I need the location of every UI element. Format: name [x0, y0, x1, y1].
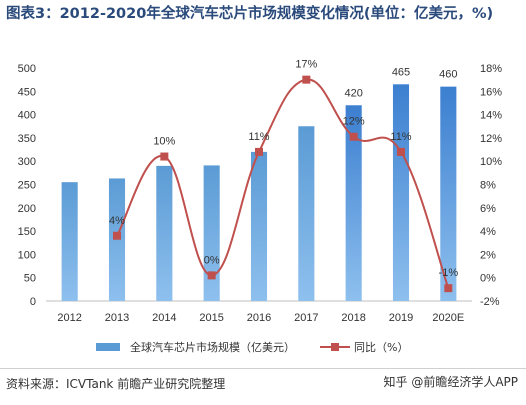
bar — [156, 165, 173, 301]
bar — [203, 165, 220, 301]
watermark: 知乎 @前瞻经济学人APP — [383, 375, 519, 389]
y-left-tick-label: 100 — [18, 249, 36, 261]
legend-label: 全球汽车芯片市场规模（亿美元） — [130, 340, 295, 354]
bar-line-chart: 0 50 100 150 200 250 300 350 400 450 500 -2% 0% 2% 4% 6… — [18, 59, 503, 354]
y-right-tick-label: 4% — [480, 226, 496, 238]
y-right-tick-label: 14% — [480, 110, 502, 122]
divider — [0, 368, 526, 369]
y-left-tick-label: 150 — [18, 226, 36, 238]
x-tick-label: 2013 — [105, 312, 129, 324]
x-tick-label: 2017 — [294, 312, 318, 324]
y-left-tick-label: 250 — [18, 180, 36, 192]
x-tick-label: 2019 — [389, 312, 413, 324]
growth-value-label: 4% — [109, 215, 125, 227]
growth-marker — [255, 147, 263, 156]
growth-value-label: 17% — [295, 59, 317, 71]
x-tick-label: 2020E — [432, 312, 464, 324]
y-left-tick-label: 450 — [18, 86, 36, 98]
y-right-tick-label: 10% — [480, 156, 502, 168]
legend-swatch-bar — [96, 343, 120, 351]
y-right-tick-label: 6% — [480, 203, 496, 215]
bar — [250, 151, 268, 301]
y-right-tick-label: 16% — [480, 86, 502, 98]
growth-marker — [444, 284, 453, 293]
y-left-tick-label: 200 — [18, 203, 36, 215]
y-right-tick-label: -2% — [480, 296, 500, 308]
y-right-tick-label: 0% — [480, 273, 496, 285]
bar — [345, 105, 362, 301]
bar — [440, 86, 457, 301]
y-right-tick-label: 2% — [480, 249, 496, 261]
growth-marker — [397, 147, 405, 156]
y-right-tick-label: 8% — [480, 180, 496, 192]
chart-title: 图表3：2012-2020年全球汽车芯片市场规模变化情况(单位：亿美元，%) — [6, 6, 494, 22]
source-note: 资料来源：ICVTank 前瞻产业研究院整理 — [6, 377, 226, 391]
growth-marker — [113, 231, 121, 240]
x-tick-label: 2014 — [152, 312, 176, 324]
y-left-tick-label: 50 — [24, 273, 36, 285]
x-tick-label: 2015 — [199, 312, 223, 324]
y-left-tick-label: 0 — [30, 296, 36, 308]
bar — [298, 126, 315, 301]
y-left-tick-label: 300 — [18, 156, 36, 168]
growth-marker — [302, 75, 311, 84]
y-left-tick-label: 500 — [18, 63, 36, 75]
bar-value-label: 420 — [344, 87, 362, 99]
y-left-tick-label: 400 — [18, 110, 36, 122]
growth-value-label: 12% — [343, 116, 365, 128]
growth-marker — [160, 152, 169, 161]
y-right-tick-label: 12% — [480, 133, 502, 145]
growth-value-label: 11% — [248, 131, 269, 143]
growth-value-label: 11% — [390, 131, 411, 143]
growth-value-label: 0% — [204, 254, 220, 266]
growth-marker — [349, 132, 358, 141]
y-left-tick-label: 350 — [18, 133, 36, 145]
growth-value-label: 10% — [153, 136, 175, 148]
x-tick-label: 2016 — [247, 312, 271, 324]
bar-value-label: 465 — [392, 66, 410, 78]
bar — [392, 84, 410, 301]
x-tick-label: 2018 — [341, 312, 365, 324]
y-right-tick-label: 18% — [480, 63, 502, 75]
bar — [61, 182, 78, 301]
bar-value-label: 460 — [439, 69, 457, 81]
growth-value-label: -1% — [439, 267, 459, 279]
legend-label: 同比（%） — [354, 341, 408, 354]
legend-swatch-marker — [331, 343, 339, 351]
growth-marker — [207, 271, 216, 280]
x-tick-label: 2012 — [57, 312, 81, 324]
